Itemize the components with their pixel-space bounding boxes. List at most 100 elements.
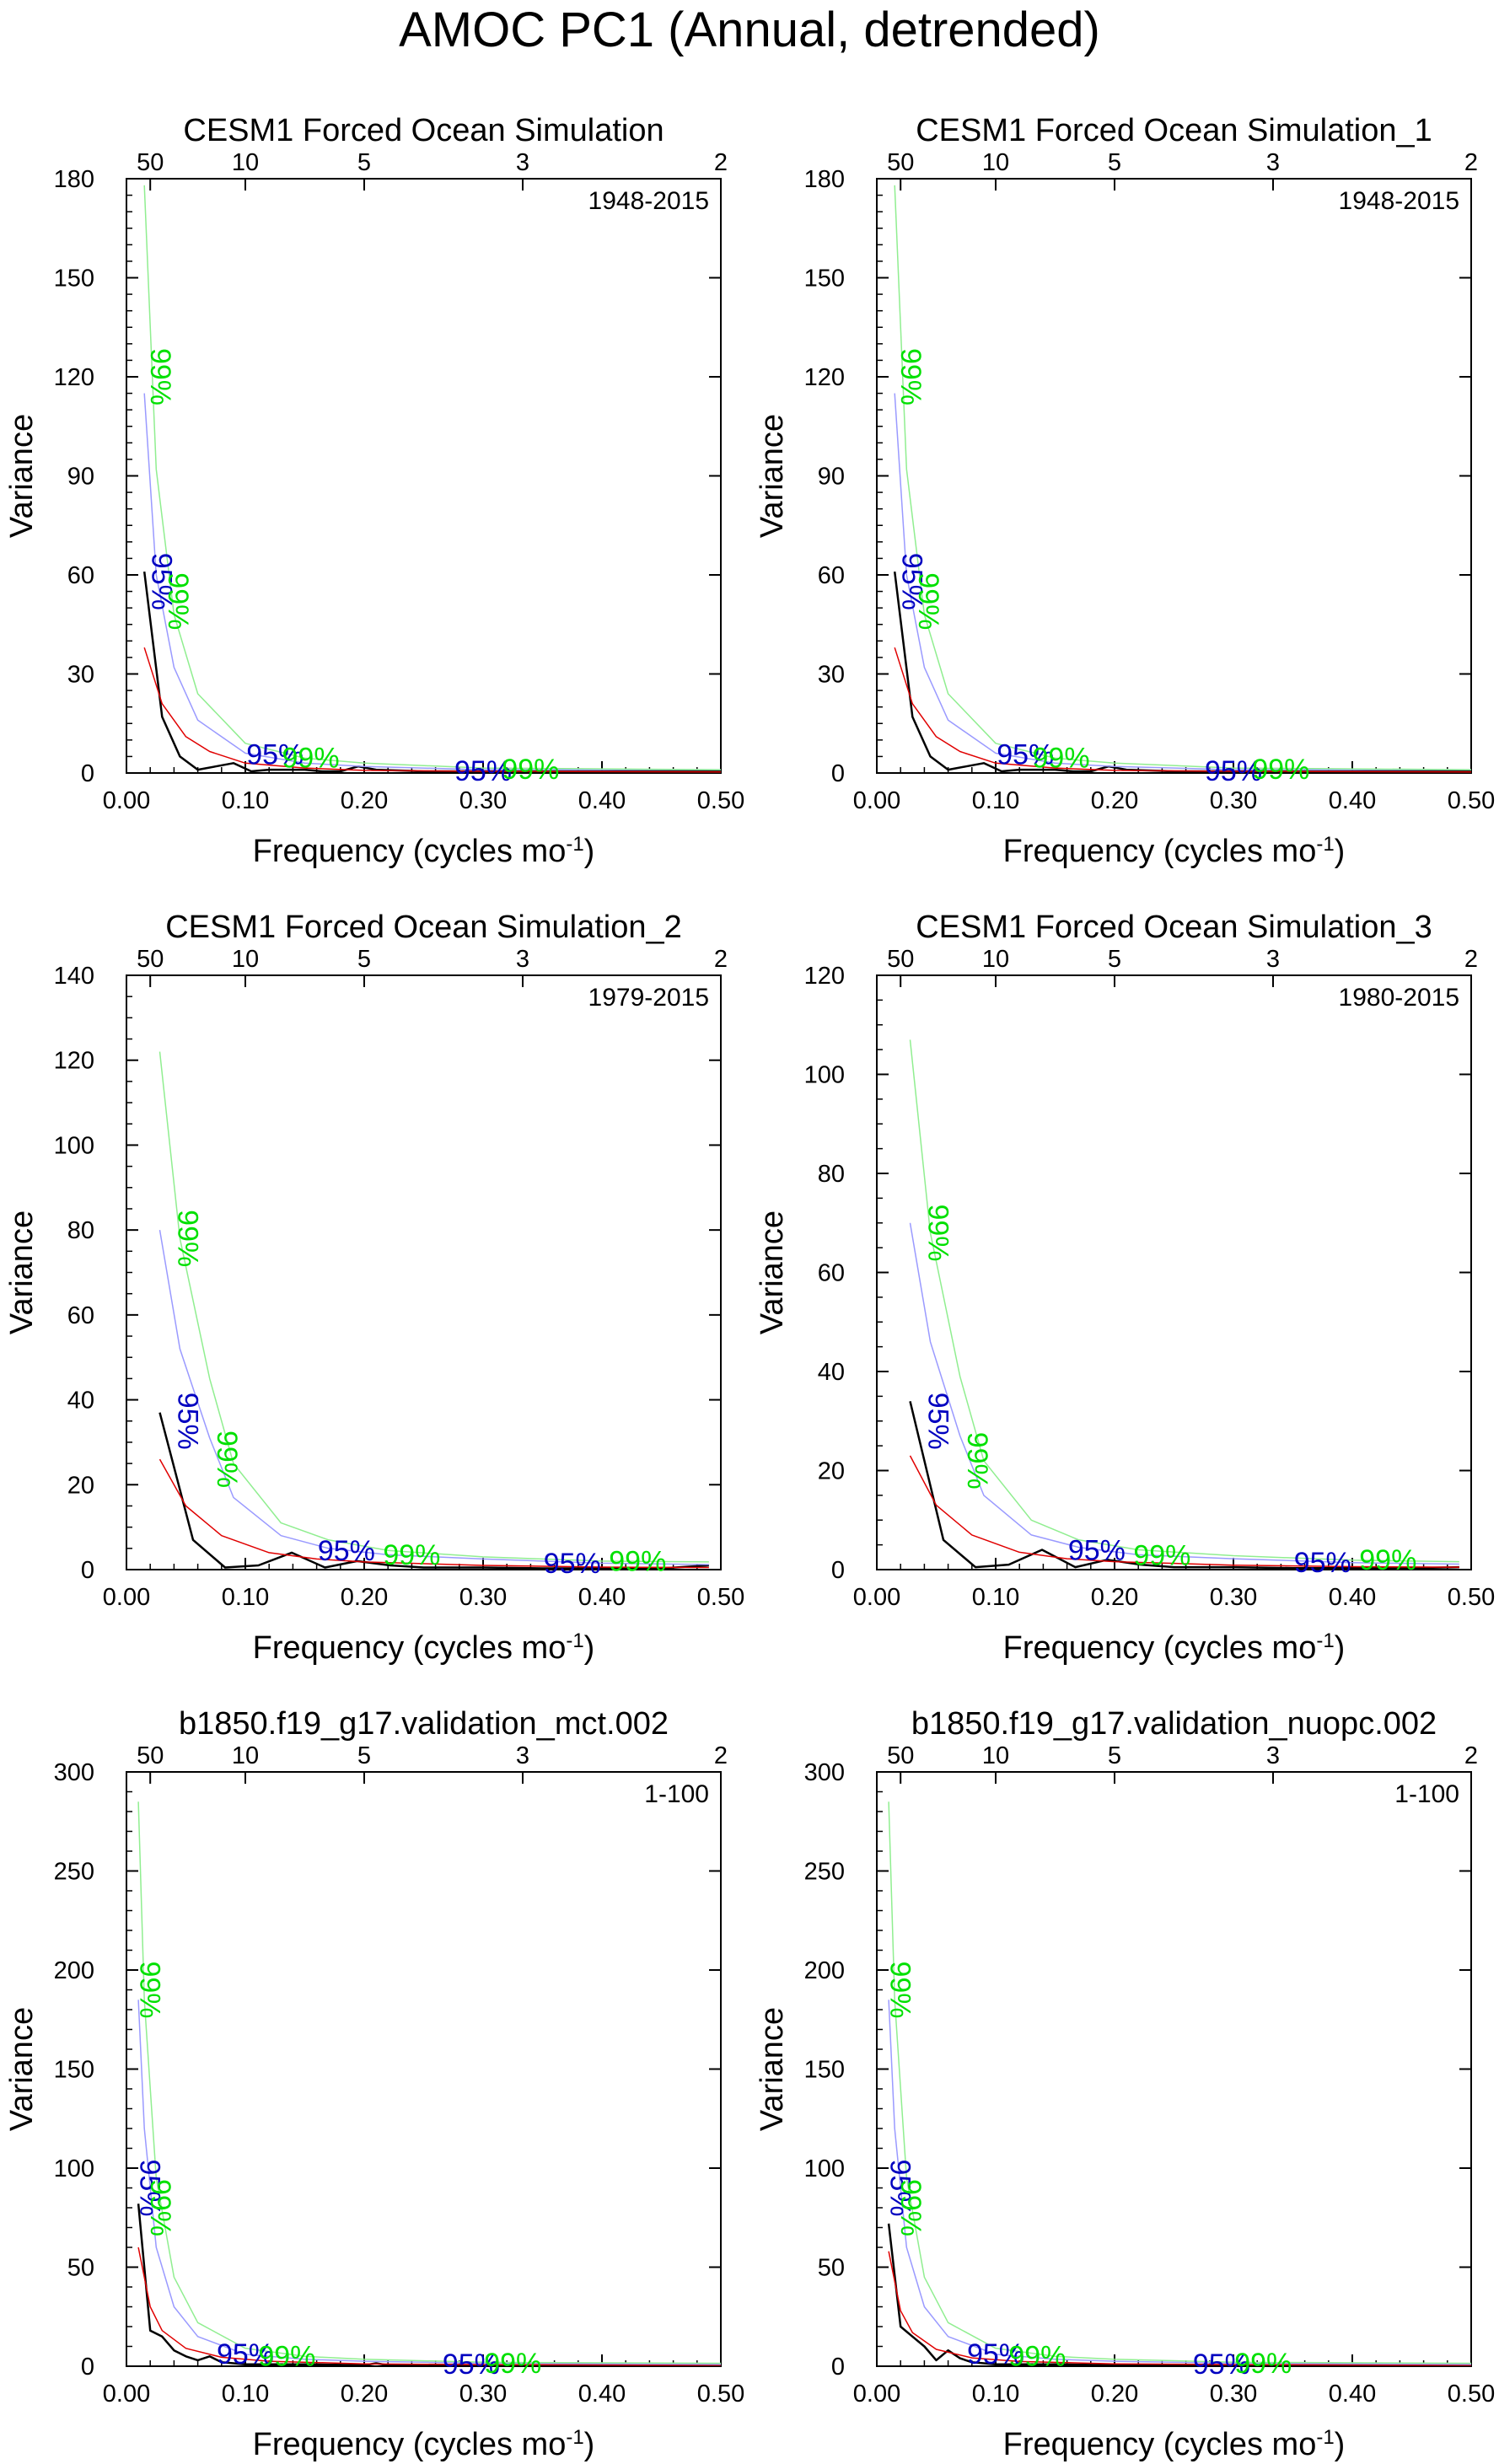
plot-frame <box>876 178 1472 774</box>
annotation-95: 95% <box>1294 1547 1351 1579</box>
panel-title: CESM1 Forced Ocean Simulation_2 <box>165 910 682 945</box>
top-period-label: 50 <box>887 946 914 973</box>
x-tick-label: 0.30 <box>459 1584 507 1611</box>
y-axis-label: Variance <box>4 414 40 538</box>
y-tick-label: 60 <box>818 1260 845 1287</box>
panel-title: CESM1 Forced Ocean Simulation_1 <box>916 113 1432 148</box>
annotation-99: 99% <box>144 2179 176 2236</box>
x-tick-label: 0.20 <box>341 1584 388 1611</box>
x-axis-label-exponent: -1 <box>566 833 583 856</box>
y-tick-label: 80 <box>818 1161 845 1188</box>
plot-frame <box>876 1771 1472 2367</box>
y-tick-label: 20 <box>818 1458 845 1485</box>
x-tick-label: 0.40 <box>1329 2381 1376 2408</box>
spectrum-line <box>158 1412 709 1570</box>
x-axis-label: Frequency (cycles mo-1) <box>1003 2426 1346 2463</box>
annotation-95: 95% <box>922 1393 954 1450</box>
top-period-label: 10 <box>232 149 259 176</box>
x-axis-label-exponent: -1 <box>1316 2426 1334 2449</box>
x-axis-label: Frequency (cycles mo-1) <box>1003 1629 1346 1667</box>
y-tick-label: 50 <box>818 2255 845 2282</box>
top-period-label: 3 <box>1266 149 1280 176</box>
y-tick-label: 250 <box>804 1859 845 1886</box>
plot-frame <box>126 1771 722 2367</box>
annotation-99: 99% <box>282 742 340 774</box>
x-tick-label: 0.10 <box>972 787 1019 814</box>
annotation-95: 95% <box>895 553 927 610</box>
y-tick-label: 100 <box>804 1062 845 1089</box>
y-tick-label: 180 <box>54 166 94 193</box>
panel-title: b1850.f19_g17.validation_mct.002 <box>179 1706 669 1742</box>
panel-title: CESM1 Forced Ocean Simulation_3 <box>916 910 1432 945</box>
x-tick-label: 0.20 <box>1091 787 1138 814</box>
y-tick-label: 180 <box>804 166 845 193</box>
x-axis-label-exponent: -1 <box>566 1629 583 1652</box>
y-tick-label: 100 <box>54 2155 94 2182</box>
x-axis-label-exponent: -1 <box>1316 1629 1334 1652</box>
x-tick-label: 0.00 <box>103 2381 150 2408</box>
chart-panel-2: CESM1 Forced Ocean Simulation_1 1948-2015… <box>755 113 1495 869</box>
annotation-99: 99% <box>609 1545 666 1577</box>
x-tick-label: 0.00 <box>853 1584 900 1611</box>
annotation-99: 99% <box>1008 2341 1066 2373</box>
x-axis-label-close: ) <box>1335 1630 1346 1666</box>
x-tick-label: 0.20 <box>341 787 388 814</box>
top-period-label: 3 <box>516 946 529 973</box>
confidence-95-line <box>909 1222 1459 1565</box>
y-tick-label: 30 <box>67 662 94 689</box>
figure-title: AMOC PC1 (Annual, detrended) <box>399 3 1100 57</box>
top-period-label: 10 <box>982 1742 1009 1769</box>
annotation-99: 99% <box>1133 1539 1190 1571</box>
x-tick-label: 0.40 <box>578 2381 626 2408</box>
annotation-99: 99% <box>502 754 559 786</box>
confidence-99-line <box>894 185 1472 770</box>
y-tick-label: 200 <box>54 1957 94 1984</box>
annotation-99: 99% <box>895 2179 927 2236</box>
confidence-95-line <box>137 2000 722 2365</box>
x-axis-label: Frequency (cycles mo-1) <box>253 2426 595 2463</box>
y-tick-label: 50 <box>67 2255 94 2282</box>
red-noise-line <box>888 2251 1472 2366</box>
top-period-label: 2 <box>714 149 728 176</box>
x-tick-label: 0.30 <box>459 787 507 814</box>
chart-panel-1: CESM1 Forced Ocean Simulation 1948-2015 0.… <box>4 113 744 869</box>
x-tick-label: 0.10 <box>972 2381 1019 2408</box>
annotation-95: 95% <box>443 2349 500 2381</box>
spectrum-line <box>887 2223 1471 2367</box>
annotation-99: 99% <box>172 1210 204 1267</box>
x-tick-label: 0.00 <box>853 787 900 814</box>
top-period-label: 2 <box>714 946 728 973</box>
annotation-99: 99% <box>922 1204 954 1261</box>
annotation-99: 99% <box>912 572 944 630</box>
y-tick-label: 300 <box>54 1759 94 1786</box>
x-tick-label: 0.40 <box>1329 1584 1376 1611</box>
red-noise-line <box>137 2247 722 2366</box>
y-tick-label: 120 <box>54 1048 94 1075</box>
y-tick-label: 0 <box>81 760 94 787</box>
x-tick-label: 0.50 <box>1448 2381 1495 2408</box>
x-tick-label: 0.50 <box>1448 787 1495 814</box>
annotation-99: 99% <box>484 2348 541 2380</box>
period-label: 1948-2015 <box>1339 187 1459 215</box>
top-period-label: 10 <box>232 1742 259 1769</box>
x-axis-label: Frequency (cycles mo-1) <box>253 833 595 870</box>
x-tick-label: 0.00 <box>103 1584 150 1611</box>
y-tick-label: 20 <box>67 1472 94 1499</box>
x-tick-label: 0.30 <box>1210 1584 1257 1611</box>
panel-title: b1850.f19_g17.validation_nuopc.002 <box>911 1706 1437 1742</box>
x-tick-label: 0.10 <box>222 787 269 814</box>
y-tick-label: 60 <box>818 562 845 589</box>
confidence-95-line <box>888 2000 1472 2365</box>
x-tick-label: 0.40 <box>578 1584 626 1611</box>
annotation-99: 99% <box>1234 2348 1292 2380</box>
chart-panel-4: CESM1 Forced Ocean Simulation_3 1980-2015… <box>755 910 1495 1666</box>
annotation-95: 95% <box>1205 755 1262 787</box>
x-tick-label: 0.20 <box>1091 2381 1138 2408</box>
x-tick-label: 0.40 <box>1329 787 1376 814</box>
x-axis-label-exponent: -1 <box>566 2426 583 2449</box>
x-axis-label-close: ) <box>1335 2427 1346 2462</box>
y-tick-label: 90 <box>67 464 94 491</box>
y-axis-label: Variance <box>4 2007 40 2131</box>
top-period-label: 5 <box>357 946 371 973</box>
